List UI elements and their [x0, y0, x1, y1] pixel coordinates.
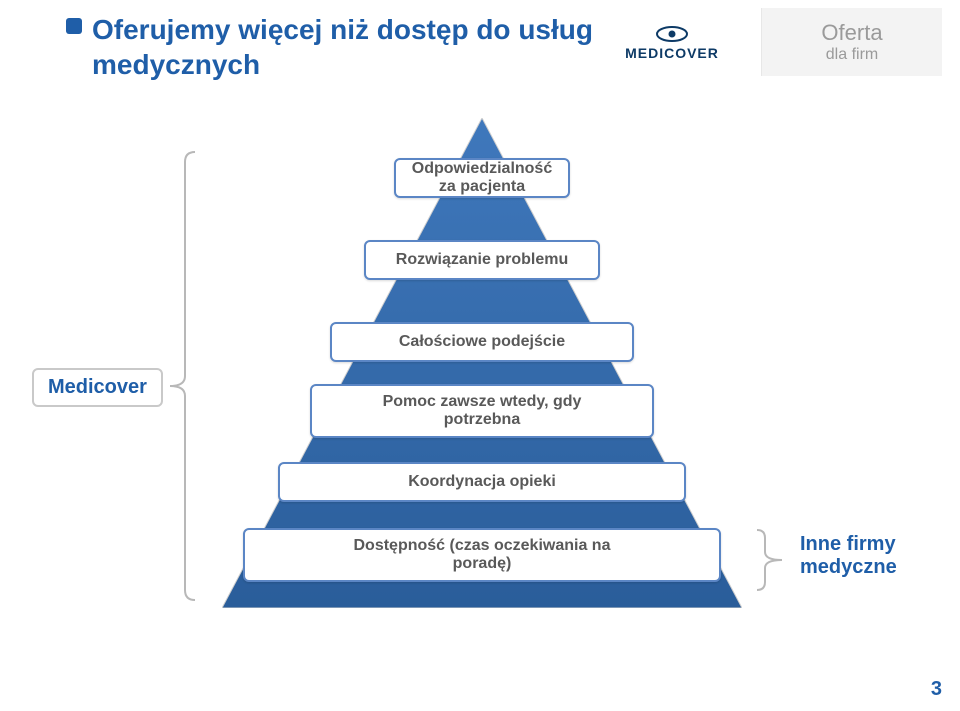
page-number: 3	[931, 678, 942, 701]
right-brace-icon	[0, 0, 960, 711]
other-companies-label: Inne firmy medyczne	[800, 533, 897, 579]
other-companies-line1: Inne firmy	[800, 533, 897, 556]
other-companies-line2: medyczne	[800, 556, 897, 579]
